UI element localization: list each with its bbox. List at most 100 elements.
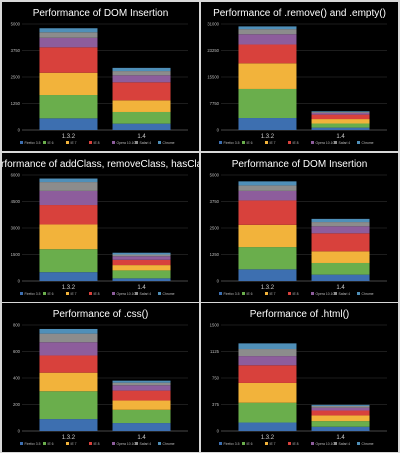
bar-segment <box>238 200 297 225</box>
legend-entry: IE 8 <box>293 442 299 446</box>
legend-swatch <box>265 141 268 144</box>
legend-entry: Opera 10.10 <box>316 141 335 145</box>
legend-swatch <box>334 292 337 295</box>
chart-svg: Performance of DOM Insertion 0 1250 2500 375… <box>11 8 188 145</box>
bar-segment <box>112 270 171 279</box>
legend-swatch <box>158 442 161 445</box>
bar-segment <box>112 71 171 76</box>
legend-entry: Firefox 3.5 <box>224 442 240 446</box>
legend-entry: Chrome <box>362 442 374 446</box>
y-tick-label: 0 <box>217 429 220 434</box>
legend-entry: IE 6 <box>247 141 253 145</box>
legend-entry: IE 7 <box>71 141 77 145</box>
bar-segment <box>238 181 297 186</box>
legend-entry: IE 6 <box>247 292 253 296</box>
x-category-label: 1.3.2 <box>261 435 275 441</box>
legend-entry: IE 6 <box>48 141 54 145</box>
chart-title: Performance of DOM Insertion <box>232 159 368 170</box>
legend-swatch <box>288 442 291 445</box>
legend-swatch <box>89 141 92 144</box>
y-tick-label: 0 <box>217 279 220 284</box>
bar-segment <box>39 190 98 206</box>
y-tick-label: 3750 <box>11 48 21 53</box>
y-tick-label: 0 <box>18 279 21 284</box>
x-category-label: 1.3.2 <box>261 134 275 140</box>
bar-segment <box>39 272 98 281</box>
bar-segment <box>39 419 98 431</box>
legend-entry: Opera 10.10 <box>117 292 136 296</box>
legend-entry: IE 8 <box>94 141 100 145</box>
x-category-label: 1.3.2 <box>62 285 76 291</box>
bar-segment <box>311 111 370 112</box>
bar-segment <box>39 182 98 191</box>
legend-entry: IE 7 <box>270 442 276 446</box>
chart-panel-html: Performance of .html() 0 375 750 1125 1500 1.3… <box>201 303 398 452</box>
legend-entry: Firefox 3.5 <box>25 292 41 296</box>
legend-entry: Opera 10.10 <box>117 442 136 446</box>
legend-entry: Firefox 3.5 <box>25 141 41 145</box>
bar-segment <box>39 95 98 119</box>
bar-segment <box>112 252 171 255</box>
chart-svg: Performance of .remove() and .empty() 0 77… <box>207 8 387 145</box>
legend-swatch <box>219 292 222 295</box>
legend-entry: IE 8 <box>293 292 299 296</box>
legend-entry: Chrome <box>362 141 374 145</box>
x-category-label: 1.4 <box>336 435 345 441</box>
y-tick-label: 3000 <box>11 226 21 231</box>
x-category-label: 1.4 <box>336 134 345 140</box>
legend-entry: Firefox 3.5 <box>25 442 41 446</box>
chart-svg: Performance of .css() 0 200 400 600 800 1.3.2 1… <box>13 309 188 446</box>
bar-segment <box>238 349 297 357</box>
legend-swatch <box>43 442 46 445</box>
bar-segment <box>112 67 171 72</box>
bar-segment <box>238 402 297 423</box>
legend-swatch <box>334 442 337 445</box>
bar-segment <box>112 259 171 266</box>
chart-title: Performance of addClass, removeClass, ha… <box>2 159 199 170</box>
legend-swatch <box>219 442 222 445</box>
x-category-label: 1.4 <box>137 435 146 441</box>
legend-swatch <box>265 442 268 445</box>
bar-segment <box>311 226 370 234</box>
legend-swatch <box>357 442 360 445</box>
chart-svg: Performance of DOM Insertion 0 1250 2500 375… <box>210 159 387 296</box>
bar-segment <box>112 123 171 130</box>
legend-swatch <box>43 292 46 295</box>
bar-segment <box>39 205 98 225</box>
bar-segment <box>311 405 370 408</box>
legend-swatch <box>288 292 291 295</box>
legend-swatch <box>89 442 92 445</box>
chart-panel-css: Performance of .css() 0 200 400 600 800 1.3.2 1… <box>2 303 199 452</box>
bar-segment <box>238 190 297 201</box>
bar-segment <box>311 127 370 130</box>
bar-segment <box>39 72 98 96</box>
bar-segment <box>39 178 98 183</box>
y-tick-label: 0 <box>18 128 21 133</box>
legend-entry: IE 8 <box>94 442 100 446</box>
bar-segment <box>238 382 297 403</box>
bar-segment <box>112 82 171 101</box>
legend-entry: IE 7 <box>71 292 77 296</box>
y-tick-label: 2500 <box>210 226 220 231</box>
legend-swatch <box>357 292 360 295</box>
chart-panel-add-remove-has-class: Performance of addClass, removeClass, ha… <box>2 153 199 302</box>
legend-swatch <box>112 292 115 295</box>
bar-segment <box>112 423 171 431</box>
bar-segment <box>238 29 297 35</box>
legend-swatch <box>265 292 268 295</box>
legend-swatch <box>311 141 314 144</box>
bar-segment <box>39 391 98 420</box>
bar-segment <box>112 278 171 281</box>
legend-entry: IE 6 <box>247 442 253 446</box>
chart-panel-dom-insertion: Performance of DOM Insertion 0 1250 2500 375… <box>2 2 199 151</box>
bar-segment <box>311 274 370 281</box>
bar-segment <box>311 251 370 263</box>
legend-entry: Chrome <box>362 292 374 296</box>
y-tick-label: 200 <box>13 402 21 407</box>
legend-swatch <box>89 292 92 295</box>
legend-entry: IE 7 <box>71 442 77 446</box>
y-tick-label: 1125 <box>210 349 220 354</box>
y-tick-label: 800 <box>13 323 21 328</box>
bar-segment <box>238 26 297 30</box>
bar-segment <box>238 185 297 191</box>
